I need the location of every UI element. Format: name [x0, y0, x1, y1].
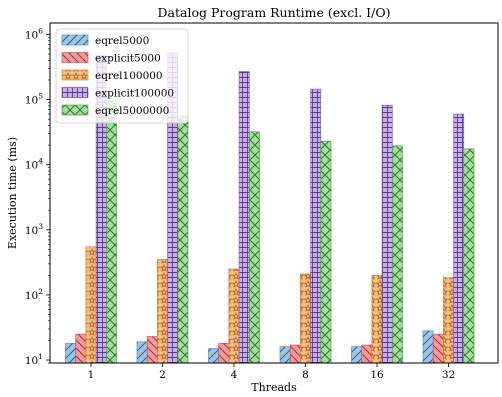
- legend-item-eqrel5000000: eqrel5000000: [61, 104, 169, 117]
- bar-hatch: [300, 273, 311, 364]
- bar-hatch: [279, 346, 291, 364]
- bar-hatch: [146, 336, 158, 364]
- x-axis-label: Threads: [251, 381, 297, 394]
- bar-explicit5000-1: [75, 333, 87, 364]
- bar-eqrel100000-2: [157, 259, 168, 364]
- bar-hatch: [320, 140, 332, 364]
- bar-eqrel5000-16: [351, 346, 362, 364]
- x-tick-label: 2: [159, 369, 166, 381]
- legend-swatch-hatch: [61, 52, 89, 63]
- legend-swatch-hatch: [61, 34, 89, 46]
- legend-label: explicit100000: [95, 88, 174, 100]
- bars-layer: [65, 52, 475, 364]
- bar-hatch: [361, 344, 373, 364]
- legend-item-explicit5000: explicit5000: [61, 52, 161, 65]
- bar-explicit5000-16: [361, 344, 373, 364]
- bar-eqrel5000000-4: [249, 131, 260, 364]
- y-tick-label: 105: [25, 92, 43, 107]
- legend-item-eqrel5000: eqrel5000: [61, 34, 149, 47]
- bar-hatch: [422, 330, 434, 364]
- bar-eqrel100000-16: [371, 275, 383, 364]
- bar-eqrel100000-1: [85, 246, 97, 364]
- bar-hatch: [443, 277, 454, 364]
- y-tick-label: 106: [25, 26, 43, 41]
- bar-eqrel5000000-2: [177, 115, 189, 364]
- legend-swatch-hatch: [61, 87, 89, 98]
- bar-eqrel5000-4: [208, 348, 219, 364]
- y-axis-label: Execution time (ms): [6, 137, 19, 249]
- bar-eqrel5000000-8: [320, 140, 332, 364]
- x-tick-label: 32: [442, 369, 455, 381]
- bar-explicit100000-8: [310, 88, 322, 364]
- bar-explicit5000-4: [218, 343, 230, 364]
- bar-explicit100000-4: [238, 71, 250, 364]
- x-tick-label: 1: [88, 369, 95, 381]
- bar-hatch: [310, 88, 322, 364]
- bar-eqrel100000-8: [300, 273, 311, 364]
- bar-eqrel5000000-1: [106, 100, 117, 364]
- x-tick-label: 4: [231, 369, 238, 381]
- bar-explicit5000-32: [432, 333, 444, 364]
- y-tick-label: 102: [25, 287, 43, 302]
- bar-eqrel5000000-32: [463, 148, 475, 364]
- chart-title: Datalog Program Runtime (excl. I/O): [158, 5, 391, 20]
- bar-hatch: [453, 113, 465, 364]
- bar-hatch: [65, 343, 76, 364]
- legend-label: eqrel5000000: [95, 105, 169, 117]
- x-axis: 1 2 4 8 16 32: [88, 363, 455, 381]
- bar-eqrel5000000-16: [391, 145, 403, 364]
- bar-hatch: [238, 71, 250, 364]
- bar-eqrel5000-1: [65, 343, 76, 364]
- legend-label: explicit5000: [95, 53, 161, 65]
- bar-eqrel5000-8: [279, 346, 291, 364]
- bar-hatch: [391, 145, 403, 364]
- plot-frame: [49, 22, 499, 364]
- bar-hatch: [228, 268, 240, 364]
- legend-swatch-hatch: [61, 69, 89, 81]
- y-tick-label: 104: [25, 157, 43, 172]
- y-tick-label: 103: [25, 222, 43, 237]
- y-axis: 101 102 103 104 105 106: [25, 26, 50, 367]
- bar-hatch: [208, 348, 219, 364]
- bar-hatch: [371, 275, 383, 364]
- legend-label: eqrel5000: [95, 35, 149, 47]
- legend-item-eqrel100000: eqrel100000: [61, 69, 163, 82]
- bar-eqrel5000-2: [136, 341, 148, 364]
- bar-explicit5000-2: [146, 336, 158, 364]
- bar-hatch: [136, 341, 148, 364]
- y-tick-label: 101: [25, 352, 43, 367]
- bar-eqrel100000-4: [228, 268, 240, 364]
- bar-hatch: [351, 346, 362, 364]
- legend-box: [55, 28, 189, 124]
- legend-swatch-hatch: [61, 104, 89, 116]
- bar-explicit100000-32: [453, 113, 465, 364]
- bar-hatch: [463, 148, 475, 364]
- legend-label: eqrel100000: [95, 70, 163, 82]
- bar-hatch: [218, 343, 230, 364]
- bar-hatch: [106, 100, 117, 364]
- bar-hatch: [177, 115, 189, 364]
- bar-hatch: [157, 259, 168, 364]
- bar-explicit5000-8: [289, 344, 301, 364]
- bar-eqrel5000-32: [422, 330, 434, 364]
- bar-eqrel100000-32: [443, 277, 454, 364]
- x-tick-label: 16: [370, 369, 384, 381]
- bar-hatch: [75, 333, 87, 364]
- legend-item-explicit100000: explicit100000: [61, 87, 174, 100]
- bar-hatch: [85, 246, 97, 364]
- x-tick-label: 8: [302, 369, 309, 381]
- bar-hatch: [432, 333, 444, 364]
- legend: eqrel5000 explicit5000 eqrel100000 explicit…: [55, 28, 189, 124]
- bar-hatch: [289, 344, 301, 364]
- bar-explicit100000-16: [381, 104, 393, 364]
- bar-hatch: [249, 131, 260, 364]
- bar-hatch: [381, 104, 393, 364]
